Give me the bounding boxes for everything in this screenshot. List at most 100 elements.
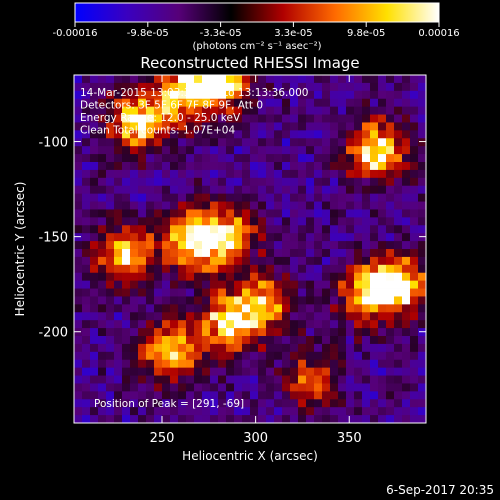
- heatmap-cell: [130, 304, 139, 313]
- heatmap-cell: [226, 320, 235, 329]
- heatmap-cell: [274, 296, 283, 305]
- heatmap-cell: [370, 106, 379, 115]
- heatmap-cell: [90, 328, 99, 337]
- heatmap-cell: [338, 383, 347, 392]
- heatmap-cell: [114, 320, 123, 329]
- heatmap-cell: [202, 130, 211, 139]
- heatmap-cell: [330, 304, 339, 313]
- heatmap-cell: [106, 256, 115, 266]
- heatmap-cell: [266, 122, 275, 131]
- heatmap-cell: [122, 256, 131, 266]
- heatmap-cell: [106, 154, 115, 163]
- heatmap-cell: [282, 225, 291, 234]
- heatmap-cell: [250, 217, 259, 226]
- heatmap-cell: [178, 209, 187, 218]
- heatmap-cell: [170, 249, 179, 258]
- heatmap-cell: [122, 106, 131, 115]
- heatmap-cell: [154, 193, 163, 202]
- heatmap-cell: [306, 415, 315, 423]
- heatmap-cell: [314, 256, 323, 266]
- heatmap-cell: [82, 162, 91, 171]
- heatmap-cell: [330, 296, 339, 305]
- heatmap-cell: [90, 169, 99, 179]
- heatmap-cell: [106, 249, 115, 258]
- heatmap-cell: [282, 75, 291, 84]
- heatmap-cell: [146, 351, 155, 361]
- heatmap-cell: [330, 82, 339, 92]
- heatmap-cell: [338, 249, 347, 258]
- heatmap-cell: [194, 185, 203, 195]
- heatmap-cell: [418, 296, 426, 305]
- heatmap-cell: [162, 407, 171, 416]
- heatmap-cell: [266, 98, 275, 108]
- heatmap-cell: [242, 280, 251, 289]
- heatmap-cell: [298, 233, 307, 242]
- x-axis-ticks: 250 300 350: [150, 75, 362, 446]
- heatmap-cell: [194, 209, 203, 218]
- heatmap-cell: [98, 336, 107, 345]
- heatmap-cell: [202, 122, 211, 131]
- heatmap-cell: [186, 264, 195, 274]
- heatmap-cell: [274, 256, 283, 266]
- heatmap-cell: [194, 217, 203, 226]
- heatmap-cell: [298, 209, 307, 218]
- heatmap-cell: [154, 106, 163, 115]
- heatmap-cell: [402, 201, 411, 210]
- heatmap-cell: [266, 217, 275, 226]
- heatmap-cell: [146, 138, 155, 147]
- heatmap-cell: [154, 138, 163, 147]
- heatmap-cell: [234, 367, 243, 376]
- heatmap-cell: [250, 225, 259, 234]
- heatmap-cell: [274, 177, 283, 187]
- heatmap-cell: [418, 304, 426, 313]
- heatmap-cell: [186, 233, 195, 242]
- heatmap-cell: [146, 225, 155, 234]
- heatmap-cell: [370, 296, 379, 305]
- heatmap-cell: [338, 336, 347, 345]
- heatmap-cell: [370, 383, 379, 392]
- heatmap-cell: [402, 351, 411, 361]
- heatmap-cell: [114, 264, 123, 274]
- heatmap-cell: [74, 82, 83, 92]
- heatmap-cell: [74, 146, 83, 155]
- heatmap-cell: [90, 90, 99, 100]
- heatmap-cell: [362, 106, 371, 115]
- heatmap-cell: [418, 249, 426, 258]
- heatmap-cell: [218, 75, 227, 84]
- heatmap-cell: [82, 217, 91, 226]
- heatmap-cell: [354, 169, 363, 179]
- heatmap-cell: [362, 399, 371, 408]
- heatmap-cell: [74, 359, 83, 369]
- heatmap-cell: [234, 256, 243, 266]
- heatmap-cell: [226, 225, 235, 234]
- heatmap-cell: [178, 415, 187, 423]
- heatmap-cell: [386, 383, 395, 392]
- heatmap-cell: [418, 375, 426, 384]
- heatmap-cell: [330, 217, 339, 226]
- heatmap-cell: [178, 367, 187, 376]
- heatmap-cell: [306, 320, 315, 329]
- heatmap-cell: [130, 138, 139, 147]
- heatmap-cell: [378, 415, 387, 423]
- heatmap-cell: [250, 185, 259, 195]
- heatmap-cell: [258, 367, 267, 376]
- heatmap-cell: [274, 391, 283, 400]
- heatmap-cell: [226, 217, 235, 226]
- heatmap-cell: [82, 391, 91, 400]
- heatmap-cell: [242, 162, 251, 171]
- heatmap-cell: [82, 225, 91, 234]
- heatmap-cell: [330, 169, 339, 179]
- heatmap-cell: [258, 233, 267, 242]
- heatmap-cell: [282, 351, 291, 361]
- heatmap-cell: [402, 114, 411, 123]
- heatmap-cell: [354, 343, 363, 353]
- heatmap-cell: [106, 90, 115, 100]
- heatmap-cell: [266, 383, 275, 392]
- heatmap-cell: [394, 375, 403, 384]
- heatmap-cell: [98, 272, 107, 282]
- heatmap-cell: [130, 217, 139, 226]
- heatmap-cell: [370, 82, 379, 92]
- heatmap-cell: [74, 122, 83, 131]
- heatmap-cell: [186, 288, 195, 297]
- heatmap-cell: [362, 130, 371, 139]
